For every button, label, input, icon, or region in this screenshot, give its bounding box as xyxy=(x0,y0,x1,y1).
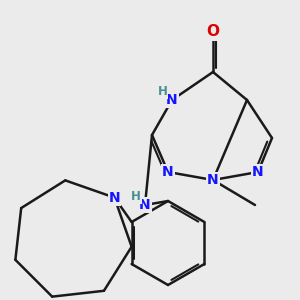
Text: N: N xyxy=(166,93,178,107)
Text: N: N xyxy=(162,165,174,179)
Text: N: N xyxy=(139,198,151,212)
Text: N: N xyxy=(109,190,120,205)
Text: H: H xyxy=(131,190,141,203)
Text: H: H xyxy=(158,85,167,98)
Text: O: O xyxy=(206,25,220,40)
Text: N: N xyxy=(252,165,264,179)
Text: N: N xyxy=(207,173,219,187)
